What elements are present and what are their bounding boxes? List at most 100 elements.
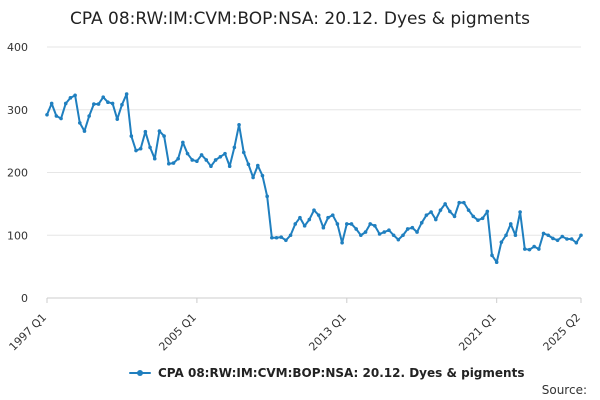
series-point — [49, 101, 54, 106]
series-point — [429, 210, 433, 214]
series-point — [204, 158, 209, 162]
series-point — [433, 217, 438, 222]
series-point — [227, 164, 232, 169]
series-point — [541, 231, 546, 236]
series-point — [363, 230, 368, 234]
series-point — [401, 233, 405, 238]
series-point — [471, 214, 476, 219]
series-point — [87, 114, 91, 118]
x-tick-label: 2021 Q1 — [456, 311, 499, 354]
series-point — [260, 173, 265, 178]
series-point — [148, 145, 152, 150]
series-point — [298, 215, 302, 220]
y-tick-label: 200 — [7, 167, 28, 180]
x-tick-label: 2025 Q2 — [541, 311, 584, 354]
series-point — [513, 233, 518, 238]
series-point — [551, 236, 555, 241]
series-line — [46, 93, 582, 264]
series-point — [124, 92, 129, 96]
series-point — [405, 227, 410, 231]
series-point — [490, 253, 494, 258]
series-point — [143, 129, 148, 134]
series-point — [92, 102, 96, 106]
series-point — [68, 96, 73, 100]
series-point — [115, 117, 120, 121]
series-point — [246, 162, 251, 167]
series-point — [457, 200, 462, 205]
series-point — [120, 102, 124, 107]
series-point — [359, 233, 363, 238]
series-point — [424, 213, 429, 217]
legend: CPA 08:RW:IM:CVM:BOP:NSA: 20.12. Dyes & … — [129, 366, 524, 380]
series-point — [190, 158, 195, 162]
series-point — [110, 101, 115, 106]
series-point — [176, 156, 180, 161]
series-point — [546, 233, 551, 238]
series-point — [293, 222, 298, 226]
series-point — [569, 237, 574, 241]
series-point — [45, 112, 49, 117]
series-point — [373, 224, 377, 228]
series-point — [504, 233, 508, 238]
series-point — [166, 161, 171, 166]
series-point — [255, 163, 260, 168]
series-point — [77, 121, 82, 125]
series-point — [415, 230, 419, 234]
series-point — [106, 100, 110, 105]
series-point — [199, 153, 204, 157]
series-point — [54, 114, 59, 118]
series-point — [344, 222, 349, 226]
series-point — [171, 161, 176, 165]
y-tick-label: 400 — [7, 41, 28, 54]
series-point — [537, 247, 541, 251]
grid-group — [47, 46, 581, 299]
series-point — [555, 238, 560, 243]
series-point — [560, 234, 565, 239]
series-point — [241, 150, 246, 155]
series-point — [223, 151, 227, 156]
series-point — [63, 101, 68, 106]
series-point — [218, 155, 223, 159]
y-tick-label: 0 — [21, 292, 28, 305]
series-point — [134, 148, 138, 153]
series-point — [448, 209, 452, 214]
series-point — [138, 146, 143, 151]
series-point — [443, 202, 447, 206]
series-point — [480, 216, 485, 221]
series-point — [579, 233, 583, 238]
series-point — [565, 237, 569, 241]
series-point — [307, 217, 312, 222]
series-point — [410, 225, 415, 230]
series-point — [518, 210, 522, 214]
series-point — [316, 213, 321, 217]
series-point — [209, 164, 213, 169]
series-point — [340, 240, 344, 245]
series-point — [213, 158, 218, 162]
legend-marker — [137, 370, 143, 376]
series-point — [302, 224, 307, 228]
series-point — [181, 140, 185, 145]
series-point — [466, 208, 471, 212]
series-point — [419, 220, 424, 225]
series-point — [499, 240, 504, 244]
series-point — [396, 237, 401, 242]
series-point — [185, 151, 190, 156]
series-point — [129, 134, 134, 138]
series-point — [82, 129, 87, 133]
series-point — [382, 230, 387, 234]
chart-title: CPA 08:RW:IM:CVM:BOP:NSA: 20.12. Dyes & … — [70, 9, 530, 29]
series-point — [508, 222, 513, 226]
series-point — [377, 232, 382, 236]
series-point — [326, 215, 330, 220]
series-point — [368, 222, 373, 226]
series-point — [387, 228, 391, 233]
series-point — [485, 209, 490, 214]
series-point — [438, 208, 443, 212]
source-label: Source: — [542, 383, 587, 397]
series-point — [73, 93, 77, 98]
series-point — [312, 208, 316, 212]
series-point — [195, 159, 199, 163]
legend-label: CPA 08:RW:IM:CVM:BOP:NSA: 20.12. Dyes & … — [158, 366, 524, 380]
series-point — [284, 238, 288, 243]
